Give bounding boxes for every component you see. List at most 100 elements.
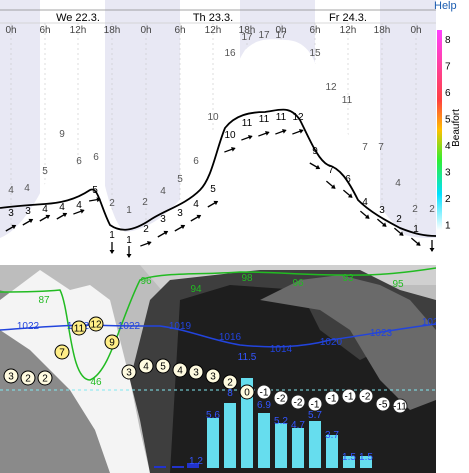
precip-label: 1.5 (342, 452, 356, 463)
pressure-label: 1023 (422, 317, 445, 328)
precip-bars (154, 378, 372, 468)
wind-arrow-icon (359, 210, 370, 219)
wind-arrow-icon (157, 230, 169, 238)
cloud-value-marker (375, 396, 391, 412)
cloud-value-label: -11 (393, 402, 407, 413)
gust-label: 16 (224, 48, 236, 59)
wind-label: 12 (292, 112, 304, 123)
wind-arrow-icon (275, 128, 287, 135)
gust-label: 2 (142, 197, 148, 208)
cloud-value-label: 3 (193, 368, 199, 379)
beaufort-ticks: 8 7 6 5 4 3 2 1 (445, 35, 451, 232)
cloud-value-marker (307, 396, 323, 412)
wind-arrow-icon (207, 200, 219, 208)
beaufort-tick: 8 (445, 35, 451, 46)
wind-arrow-icon (342, 189, 353, 198)
precip-bar (360, 456, 372, 468)
wind-arrow-icon (5, 224, 17, 232)
wind-arrow-icon (126, 246, 132, 258)
wind-arrow-icon (376, 218, 387, 227)
gust-label: 2 (429, 204, 435, 215)
beaufort-title: Beaufort (451, 109, 462, 147)
wind-label: 5 (92, 185, 98, 196)
pressure-label: 1022 (17, 321, 40, 332)
cloud-value-label: 11 (74, 324, 85, 335)
beaufort-tick: 1 (445, 221, 451, 232)
hour-label: 0h (275, 25, 286, 36)
cloud-layer-white (0, 270, 150, 473)
wind-label: 7 (328, 165, 334, 176)
hour-label: 0h (5, 25, 16, 36)
cloud-value-marker (54, 344, 70, 360)
precip-bar (207, 418, 219, 468)
precip-label: 8 (227, 388, 233, 399)
wind-label: 11 (276, 112, 287, 123)
pressure-label: 1019 (169, 321, 192, 332)
wind-label: 3 (8, 208, 14, 219)
cloud-value-label: -1 (328, 394, 337, 405)
help-link[interactable]: Help (434, 0, 457, 12)
wind-label: 4 (362, 197, 368, 208)
gust-label: 4 (395, 178, 401, 189)
cloud-value-marker (256, 384, 272, 400)
gust-label: 5 (42, 166, 48, 177)
gust-label: 15 (309, 48, 321, 59)
gust-label: 4 (160, 186, 166, 197)
hour-label: 6h (174, 25, 185, 36)
precip-bar (275, 423, 287, 468)
temperature-label: 94 (190, 284, 202, 295)
night-band (380, 0, 436, 262)
cloud-value-label: 9 (109, 338, 115, 349)
weather-panel-margin (436, 265, 469, 473)
gust-label: 10 (207, 112, 219, 123)
gust-label: 2 (109, 198, 115, 209)
wind-label: 2 (143, 224, 149, 235)
temperature-label: 98 (241, 273, 253, 284)
hour-label: 12h (340, 25, 357, 36)
cloud-value-label: 5 (160, 362, 166, 373)
precip-label: 5.2 (274, 416, 288, 427)
hour-labels: 0h 6h 12h 18h 0h 6h 12h 18h 0h 6h 12h 18h 0h (5, 25, 421, 36)
wind-label: 10 (224, 130, 236, 141)
hour-label: 0h (410, 25, 421, 36)
pressure-label: 1023 (370, 328, 393, 339)
wind-label: 4 (59, 202, 65, 213)
temperature-label: 46 (90, 377, 102, 388)
cloud-value-label: -2 (294, 398, 303, 409)
wind-arrow-icon (224, 146, 236, 153)
day-label: We 22.3. (56, 12, 100, 24)
hour-label: 6h (309, 25, 320, 36)
wind-arrow-icon (39, 214, 51, 222)
cloud-value-marker (71, 320, 87, 336)
wind-label: 4 (193, 199, 199, 210)
wind-arrow-icon (140, 240, 152, 247)
precip-label: 5.6 (206, 410, 220, 421)
wind-label: 11 (259, 114, 270, 125)
wind-arrow-icon (325, 180, 336, 189)
wind-arrow-icon (429, 240, 435, 252)
hour-label: 12h (70, 25, 87, 36)
gust-label: 4 (24, 183, 30, 194)
pressure-label: 1022 (118, 321, 141, 332)
cloud-value-label: 7 (59, 348, 65, 359)
cloud-value-label: -1 (311, 400, 320, 411)
cloud-value-label: 2 (25, 374, 31, 385)
temperature-line (0, 267, 437, 381)
cloud-value-marker (104, 334, 120, 350)
precip-label: 1.2 (189, 456, 203, 467)
cloud-value-label: 3 (8, 372, 14, 383)
wind-label: 2 (396, 214, 402, 225)
cloud-value-label: 2 (42, 374, 48, 385)
wind-label: 1 (126, 235, 132, 246)
beaufort-tick: 6 (445, 88, 451, 99)
cloud-value-marker (37, 370, 53, 386)
gust-label: 6 (93, 152, 99, 163)
wind-arrow-icon (88, 197, 101, 203)
pressure-label: 1014 (270, 344, 293, 355)
precip-bar (258, 413, 270, 468)
wind-arrow-icon (56, 212, 68, 220)
wind-arrows (5, 128, 435, 258)
